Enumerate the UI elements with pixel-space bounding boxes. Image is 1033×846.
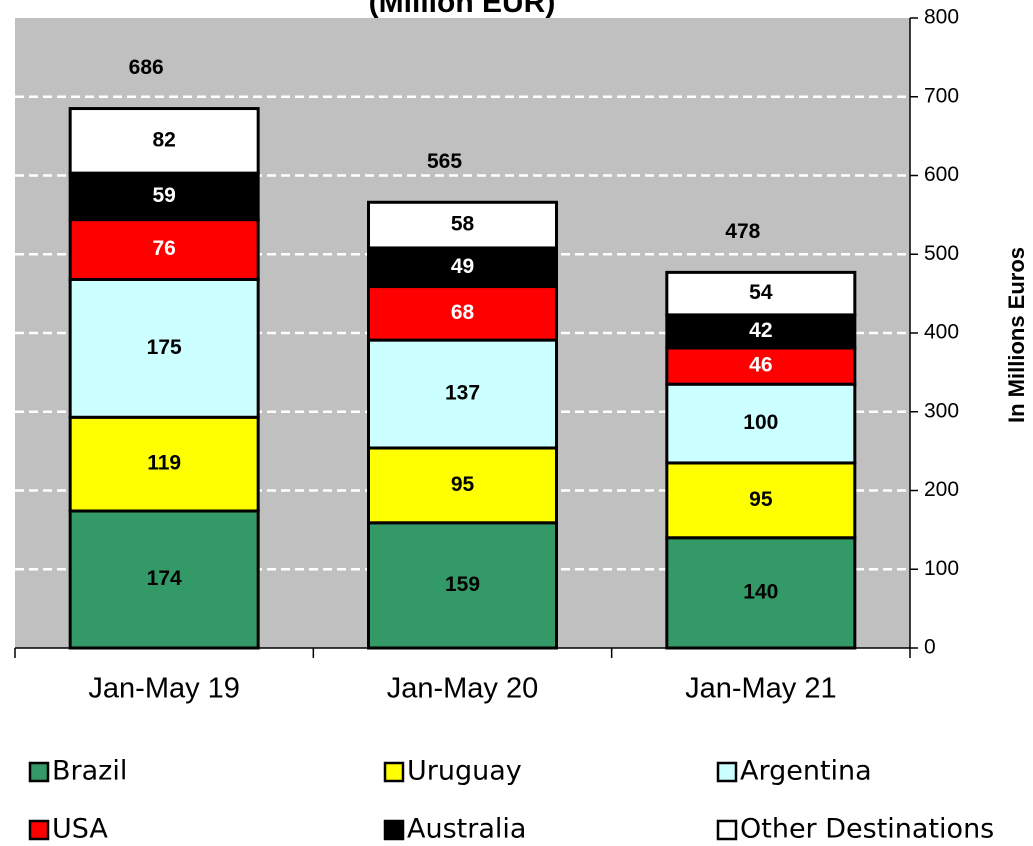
y-tick-label: 300: [924, 399, 959, 422]
total-label: 565: [427, 150, 462, 173]
y-tick-label: 600: [924, 163, 959, 186]
total-label: 478: [725, 220, 760, 243]
bar-segment: [68, 415, 260, 513]
bar-segment: [665, 346, 857, 386]
legend-label: Brazil: [52, 756, 127, 787]
data-label: 82: [152, 128, 175, 151]
legend-label: Argentina: [740, 756, 872, 787]
data-label: 54: [749, 281, 773, 304]
x-tick-label: Jan-May 19: [88, 673, 240, 705]
legend-label: Other Destinations: [740, 814, 994, 845]
data-label: 140: [743, 580, 778, 603]
y-axis-label: In Millions Euros: [1004, 247, 1029, 423]
bar-segment: [665, 461, 857, 540]
data-label: 174: [147, 567, 182, 590]
data-label: 59: [152, 184, 175, 207]
y-tick-label: 500: [924, 242, 959, 265]
bar-segment: [665, 536, 857, 650]
data-label: 49: [451, 255, 474, 278]
chart-title: (Million EUR): [369, 0, 556, 19]
y-tick-label: 100: [924, 557, 959, 580]
legend-label: Australia: [407, 814, 526, 845]
legend-swatch: [716, 761, 738, 783]
data-label: 100: [743, 411, 778, 434]
bar-segment: [68, 171, 260, 222]
data-label: 137: [445, 382, 480, 405]
x-tick-label: Jan-May 20: [387, 673, 539, 705]
data-label: 42: [749, 319, 772, 342]
y-tick-label: 400: [924, 321, 959, 344]
data-label: 95: [749, 488, 773, 511]
bar-segment: [367, 446, 558, 525]
bar-segment: [367, 200, 558, 250]
legend-swatch: [716, 819, 738, 841]
y-tick-label: 800: [924, 6, 959, 29]
data-label: 46: [749, 354, 772, 377]
legend-swatch: [383, 819, 405, 841]
legend-swatch: [28, 819, 50, 841]
data-label: 119: [147, 452, 181, 475]
data-label: 58: [451, 213, 475, 236]
bar-segment: [367, 338, 558, 450]
bar-segment: [367, 246, 558, 289]
bar-segment: [68, 509, 260, 650]
bar-segment: [665, 382, 857, 465]
legend-label: Uruguay: [407, 756, 522, 787]
legend-swatch: [383, 761, 405, 783]
legend-swatch: [28, 761, 50, 783]
data-label: 68: [451, 301, 475, 324]
x-tick-label: Jan-May 21: [685, 673, 837, 705]
y-tick-label: 0: [924, 636, 936, 659]
y-tick-label: 200: [924, 478, 959, 501]
bar-segment: [68, 218, 260, 281]
total-label: 686: [129, 56, 164, 79]
bar-segment: [665, 270, 857, 317]
data-label: 95: [451, 473, 475, 496]
bar-segment: [367, 521, 558, 650]
data-label: 159: [445, 573, 480, 596]
bar-segment: [68, 277, 260, 419]
data-label: 76: [152, 237, 175, 260]
legend-label: USA: [52, 814, 108, 845]
bar-segment: [68, 107, 260, 175]
data-label: 175: [147, 336, 182, 359]
y-tick-label: 700: [924, 84, 959, 107]
